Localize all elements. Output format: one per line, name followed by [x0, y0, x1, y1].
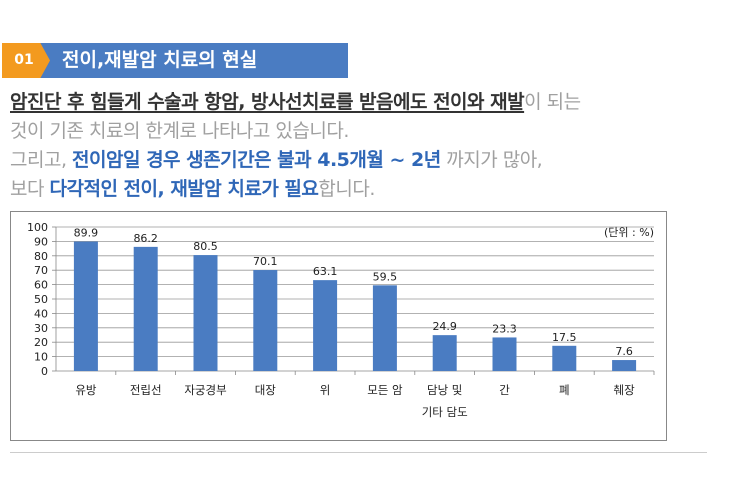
category-label: 위 — [320, 383, 331, 397]
line3-rest: 까지가 많아, — [440, 149, 543, 171]
y-tick-label: 10 — [34, 351, 48, 364]
data-label: 70.1 — [253, 255, 278, 268]
category-label: 대장 — [255, 383, 277, 397]
data-label: 63.1 — [313, 265, 338, 278]
category-label: 기타 담도 — [422, 405, 468, 419]
line3-prefix: 그리고, — [10, 149, 73, 171]
category-label: 간 — [499, 383, 510, 397]
section-title: 전이,재발암 치료의 현실 — [62, 49, 258, 71]
data-label: 24.9 — [432, 320, 457, 333]
y-tick-label: 60 — [34, 279, 48, 292]
category-label: 모든 암 — [367, 383, 403, 397]
data-label: 17.5 — [552, 331, 577, 344]
intro-paragraph: 암진단 후 힘들게 수술과 항암, 방사선치료를 받음에도 전이와 재발이 되는… — [10, 88, 725, 204]
line4-emphasis: 다각적인 전이, 재발암 치료가 필요 — [49, 178, 319, 200]
paragraph-line-2: 것이 기존 치료의 한계로 나타나고 있습니다. — [10, 120, 349, 142]
survival-rate-chart: 0 10 20 30 40 50 60 70 80 90 100 (단위 : %) 89.9 유방 86.2… — [10, 211, 667, 441]
y-tick-label: 0 — [41, 365, 48, 378]
section-number-badge: 01 — [2, 43, 50, 78]
y-tick-label: 80 — [34, 250, 48, 263]
bar — [492, 337, 517, 371]
section-title-bar: 01 전이,재발암 치료의 현실 — [2, 43, 348, 78]
unit-label: (단위 : %) — [604, 226, 654, 239]
bar — [313, 280, 338, 371]
data-label: 59.5 — [373, 270, 398, 283]
data-label: 89.9 — [74, 227, 99, 240]
paragraph-line-4: 보다 다각적인 전이, 재발암 치료가 필요합니다. — [10, 175, 725, 204]
y-tick-label: 90 — [34, 235, 48, 248]
bar — [73, 241, 98, 371]
category-label: 췌장 — [614, 383, 636, 397]
bar — [612, 360, 637, 371]
data-label: 86.2 — [133, 232, 158, 245]
category-label: 담낭 및 — [427, 383, 462, 397]
y-tick-label: 50 — [34, 293, 48, 306]
bar — [193, 255, 218, 371]
bar — [133, 246, 158, 371]
line3-emphasis: 전이암일 경우 생존기간은 불과 4.5개월 ~ 2년 — [72, 149, 441, 171]
category-label: 폐 — [559, 383, 570, 397]
category-label: 자궁경부 — [184, 383, 226, 397]
bar — [552, 345, 577, 371]
y-tick-label: 100 — [27, 221, 48, 234]
line4-rest: 합니다. — [318, 178, 375, 200]
line1-rest: 이 되는 — [524, 91, 581, 113]
category-label: 유방 — [75, 383, 97, 397]
bar — [372, 285, 397, 371]
y-tick-label: 30 — [34, 322, 48, 335]
paragraph-line-3: 그리고, 전이암일 경우 생존기간은 불과 4.5개월 ~ 2년 까지가 많아, — [10, 146, 725, 175]
y-tick-label: 20 — [34, 336, 48, 349]
y-tick-label: 70 — [34, 264, 48, 277]
category-label: 전립선 — [130, 383, 162, 397]
data-label: 80.5 — [193, 240, 218, 253]
paragraph-line-1: 암진단 후 힘들게 수술과 항암, 방사선치료를 받음에도 전이와 재발이 되는 — [10, 88, 725, 117]
bottom-divider — [10, 452, 707, 453]
line4-prefix: 보다 — [10, 178, 50, 200]
line1-emphasis: 암진단 후 힘들게 수술과 항암, 방사선치료를 받음에도 전이와 재발 — [10, 91, 525, 113]
data-label: 7.6 — [615, 345, 633, 358]
data-label: 23.3 — [492, 322, 517, 335]
y-tick-label: 40 — [34, 307, 48, 320]
bar — [253, 270, 278, 371]
bar — [432, 335, 457, 371]
